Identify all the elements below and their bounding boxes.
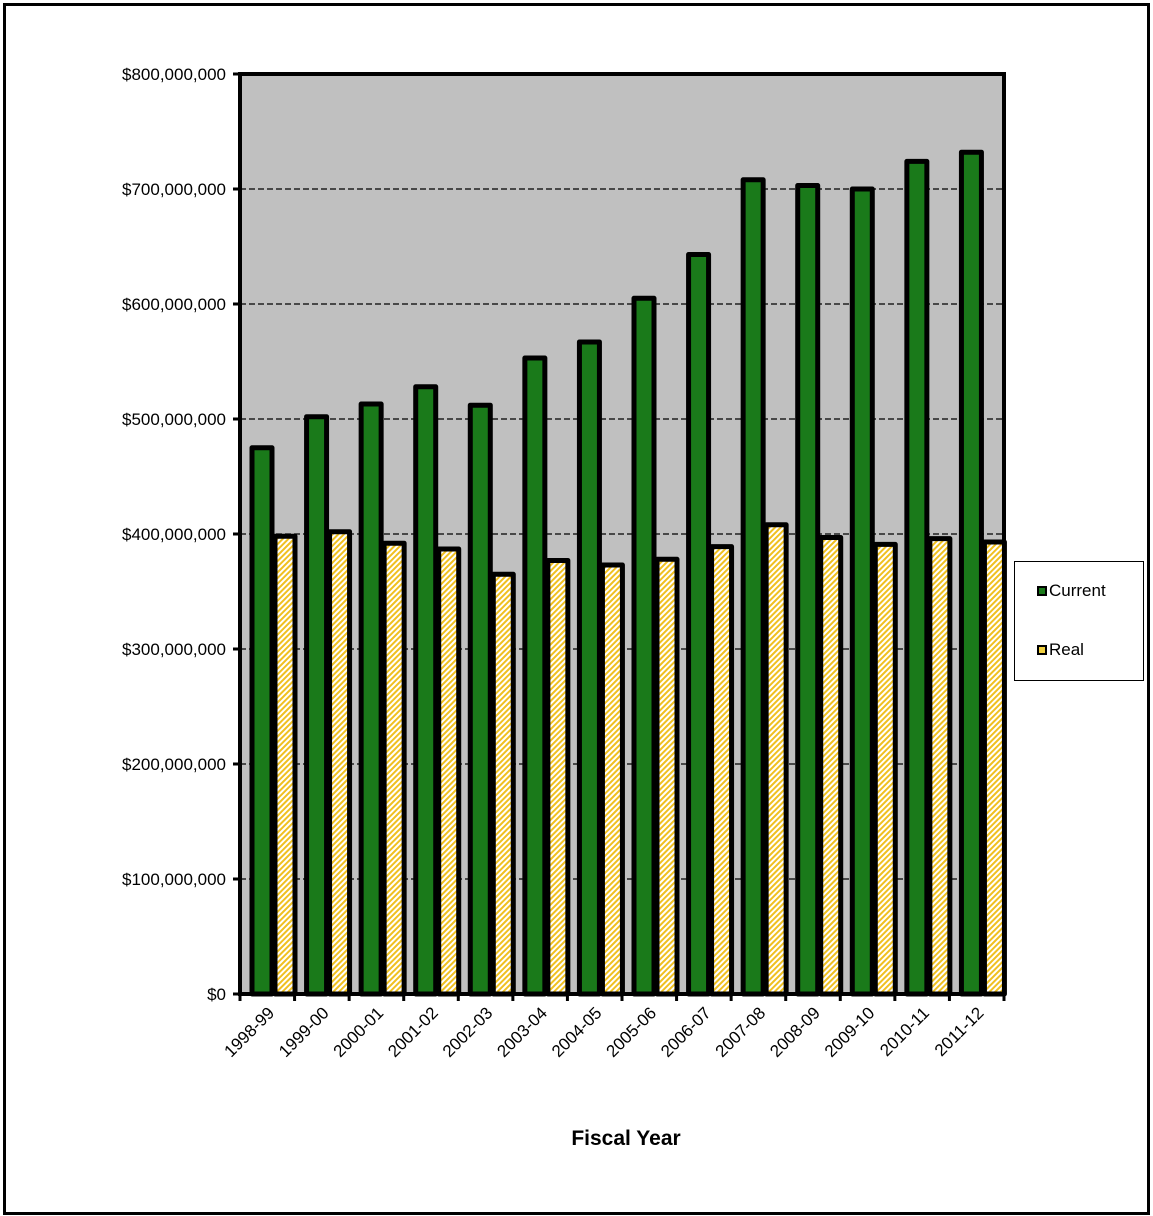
x-tick-label: 2000-01	[330, 1003, 388, 1061]
x-tick-label: 2002-03	[439, 1003, 497, 1061]
x-tick-label: 2010-11	[876, 1003, 933, 1060]
x-tick-label: 2007-08	[712, 1003, 770, 1061]
x-tick-label: 2006-07	[657, 1003, 715, 1061]
legend-item-real: Real	[1037, 640, 1084, 660]
y-tick-label: $800,000,000	[122, 65, 226, 84]
y-tick-label: $0	[207, 985, 226, 1004]
bar-real-2009-10	[872, 541, 898, 997]
y-tick-label: $400,000,000	[122, 525, 226, 544]
bar-current-2007-08	[740, 177, 766, 997]
x-tick-label: 2004-05	[548, 1003, 606, 1061]
legend-swatch-real	[1037, 645, 1047, 655]
x-tick-label: 2005-06	[603, 1003, 661, 1061]
bar-real-2005-06	[654, 556, 680, 997]
x-tick-label: 2009-10	[821, 1003, 879, 1061]
bar-real-2011-12	[981, 539, 1007, 997]
bar-real-1998-99	[272, 533, 298, 997]
y-axis-tick-labels: $0 $100,000,000 $200,000,000 $300,000,000 $4…	[122, 65, 226, 1004]
bar-current-1998-99	[249, 445, 275, 997]
x-tick-label: 2011-12	[931, 1003, 988, 1060]
legend-label-current: Current	[1049, 581, 1106, 600]
legend: Current Real	[1014, 561, 1144, 681]
x-tick-label: 1998-99	[221, 1003, 279, 1061]
bar-real-2006-07	[709, 544, 735, 997]
axes	[233, 72, 1006, 1001]
bar-real-2004-05	[599, 562, 625, 997]
bar-current-2004-05	[576, 339, 602, 997]
bar-current-2011-12	[958, 149, 984, 997]
bar-current-2002-03	[467, 402, 493, 997]
bar-real-2002-03	[490, 571, 516, 997]
bar-current-2001-02	[413, 384, 439, 997]
bar-real-2010-11	[927, 536, 953, 997]
x-tick-label: 2001-02	[384, 1003, 442, 1061]
x-tick-label: 1999-00	[275, 1003, 333, 1061]
x-axis-tick-labels: 1998-991999-002000-012001-022002-032003-…	[221, 1003, 988, 1061]
legend-swatch-current	[1037, 586, 1047, 596]
bar-real-2007-08	[763, 522, 789, 997]
y-tick-label: $500,000,000	[122, 410, 226, 429]
bar-real-2001-02	[436, 546, 462, 997]
y-tick-label: $300,000,000	[122, 640, 226, 659]
x-axis-title: Fiscal Year	[571, 1127, 680, 1150]
bar-current-1999-00	[304, 414, 330, 997]
y-tick-label: $200,000,000	[122, 755, 226, 774]
y-tick-label: $600,000,000	[122, 295, 226, 314]
bar-real-1999-00	[327, 529, 353, 997]
bar-current-2009-10	[849, 186, 875, 997]
legend-label-real: Real	[1049, 640, 1084, 659]
x-tick-label: 2008-09	[766, 1003, 824, 1061]
bar-current-2010-11	[904, 158, 930, 997]
legend-item-current: Current	[1037, 581, 1106, 601]
bar-current-2000-01	[358, 401, 384, 997]
bar-current-2005-06	[631, 295, 657, 997]
x-tick-label: 2003-04	[493, 1003, 551, 1061]
y-tick-label: $700,000,000	[122, 180, 226, 199]
bar-current-2008-09	[795, 183, 821, 997]
bar-current-2003-04	[522, 355, 548, 997]
bar-real-2003-04	[545, 557, 571, 997]
bar-real-2008-09	[818, 534, 844, 997]
y-tick-label: $100,000,000	[122, 870, 226, 889]
bar-real-2000-01	[381, 540, 407, 997]
bar-current-2006-07	[686, 252, 712, 997]
